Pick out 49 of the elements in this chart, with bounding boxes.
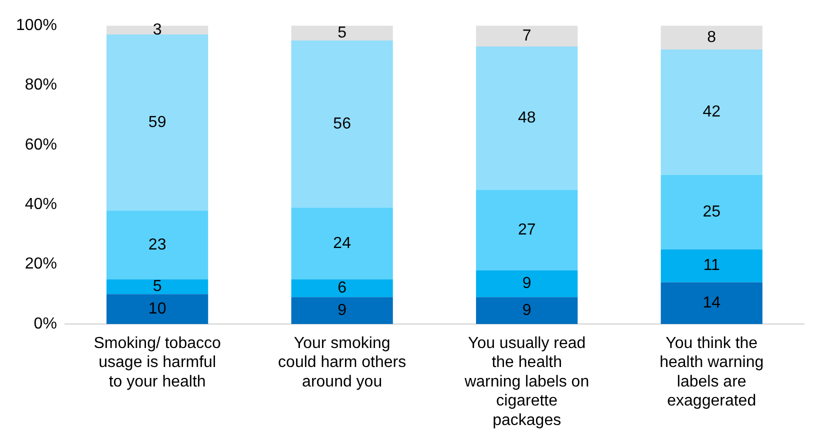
- data-label: 9: [522, 275, 532, 292]
- data-label: 25: [702, 204, 721, 221]
- y-tick-label: 40%: [24, 196, 57, 214]
- data-label: 48: [518, 110, 536, 127]
- data-label: 11: [703, 257, 720, 274]
- y-tick-label: 100%: [16, 17, 57, 34]
- bar: [106, 210, 208, 280]
- data-label: 27: [518, 221, 536, 238]
- data-label: 9: [338, 302, 347, 319]
- data-label: 5: [152, 278, 162, 296]
- bar: [476, 297, 578, 324]
- data-label: 14: [702, 294, 721, 312]
- bar: [476, 46, 578, 190]
- bar: [660, 282, 762, 324]
- bar: [660, 249, 762, 282]
- bar: [291, 26, 393, 41]
- bar: [660, 26, 762, 50]
- bar: [106, 279, 208, 294]
- bar: [291, 279, 393, 298]
- y-tick-label: 60%: [24, 136, 57, 154]
- bar: [660, 174, 762, 250]
- x-tick-label: You think the health warning labels are exaggerated: [660, 335, 764, 410]
- bar: [291, 297, 393, 324]
- data-label: 42: [702, 104, 721, 121]
- bar: [476, 26, 578, 46]
- data-label: 8: [707, 28, 716, 46]
- data-label: 56: [333, 115, 352, 132]
- bar: [476, 190, 578, 270]
- bar: [291, 40, 393, 208]
- y-tick-label: 0%: [34, 315, 57, 332]
- data-label: 3: [152, 21, 162, 38]
- data-label: 9: [522, 302, 532, 319]
- y-tick-label: 80%: [24, 76, 57, 94]
- bar: [291, 208, 393, 280]
- y-tick-label: 20%: [24, 256, 57, 273]
- data-label: 5: [338, 24, 347, 42]
- data-label: 59: [148, 114, 166, 131]
- bar: [106, 294, 208, 324]
- x-tick-label: Smoking/ tobacco usage is harmful to your health: [94, 335, 221, 390]
- x-tick-label: Your smoking could harm others around you: [278, 335, 406, 390]
- data-label: 23: [148, 236, 166, 254]
- x-tick-label: You usually read the health warning labels on cigarette packages: [464, 335, 590, 429]
- data-label: 6: [338, 280, 347, 297]
- data-label: 10: [148, 300, 166, 318]
- data-label: 24: [333, 234, 352, 252]
- bar: [106, 34, 208, 211]
- bar: [476, 270, 578, 298]
- data-label: 7: [522, 27, 532, 44]
- bar: [660, 49, 762, 175]
